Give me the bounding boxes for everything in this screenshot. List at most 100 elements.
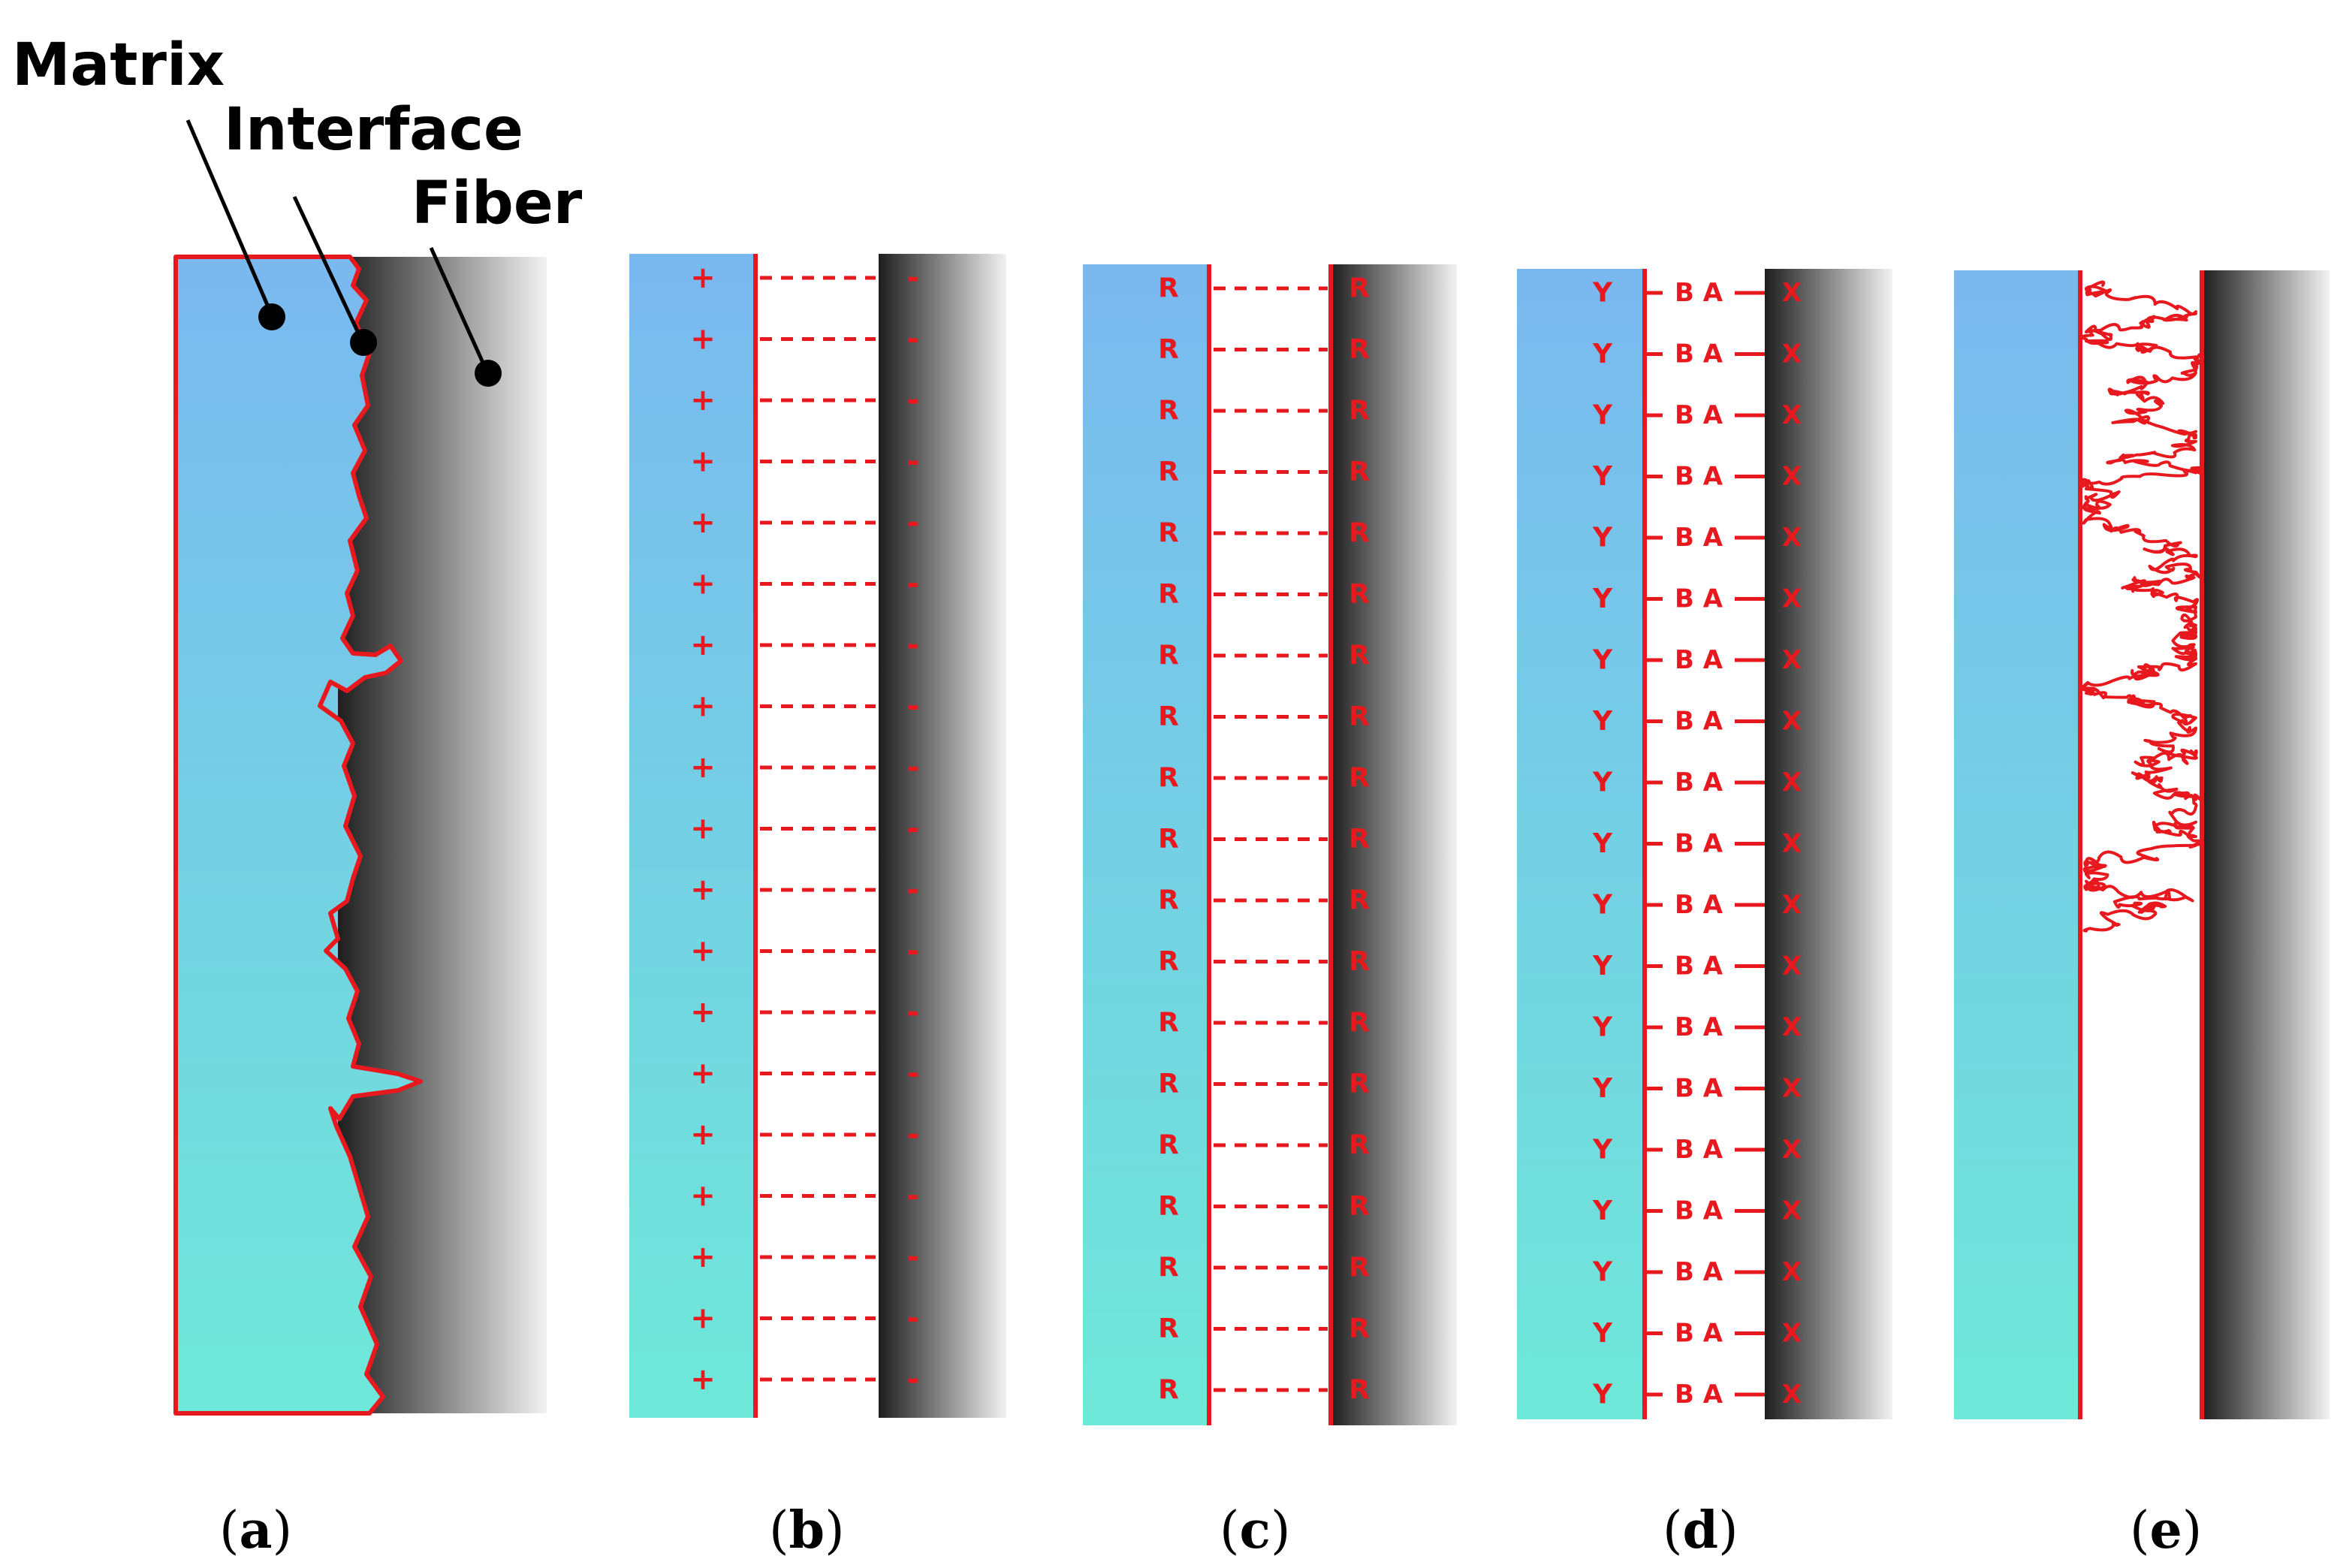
- fiber-reactive-group: R: [1349, 1008, 1370, 1039]
- fiber-reactive-group: R: [1349, 457, 1370, 487]
- negative-charge: -: [907, 261, 920, 295]
- coupling-agent: B A: [1675, 707, 1723, 737]
- matrix-reactive-group: R: [1158, 1313, 1179, 1344]
- matrix-group-y: Y: [1592, 278, 1613, 309]
- coupling-agent: B A: [1675, 1012, 1723, 1042]
- positive-charge: +: [690, 995, 716, 1030]
- matrix-group-y: Y: [1592, 583, 1613, 614]
- coupling-agent: B A: [1675, 1319, 1723, 1349]
- fiber-region: [338, 257, 547, 1413]
- caption-c: (c): [1220, 1500, 1291, 1560]
- positive-charge: +: [690, 628, 716, 662]
- positive-charge: +: [690, 689, 716, 724]
- matrix-group-y: Y: [1592, 706, 1613, 737]
- coupling-agent: B A: [1675, 1257, 1723, 1287]
- matrix-group-y: Y: [1592, 1196, 1613, 1226]
- matrix-group-y: Y: [1592, 1135, 1613, 1165]
- caption-e: (e): [2130, 1500, 2203, 1560]
- coupling-agent: B A: [1675, 1074, 1723, 1104]
- fiber-reactive-group: R: [1349, 579, 1370, 610]
- matrix-group-y: Y: [1592, 645, 1613, 676]
- matrix-group-y: Y: [1592, 951, 1613, 982]
- panel-e: [1954, 270, 2329, 1419]
- matrix-reactive-group: R: [1158, 396, 1179, 427]
- negative-charge: -: [907, 1057, 920, 1091]
- fiber-reactive-group: R: [1349, 946, 1370, 977]
- fiber-pointer-line: [429, 246, 489, 372]
- matrix-reactive-group: R: [1158, 946, 1179, 977]
- fiber-group-x: X: [1782, 400, 1802, 430]
- coupling-agent: B A: [1675, 523, 1723, 553]
- matrix-reactive-group: R: [1158, 1130, 1179, 1161]
- entangled-polymer-chains: [2078, 280, 2204, 933]
- fiber-group-x: X: [1782, 890, 1802, 920]
- matrix-region: [1954, 270, 2080, 1419]
- fiber-group-x: X: [1782, 1319, 1802, 1349]
- fiber-group-x: X: [1782, 523, 1802, 553]
- matrix-region: [1083, 264, 1209, 1425]
- fiber-label: Fiber: [412, 170, 583, 237]
- fiber-group-x: X: [1782, 951, 1802, 982]
- positive-charge: +: [690, 934, 716, 969]
- fiber-reactive-group: R: [1349, 885, 1370, 916]
- matrix-group-y: Y: [1592, 767, 1613, 798]
- matrix-group-y: Y: [1592, 828, 1613, 859]
- coupling-agent: B A: [1675, 278, 1723, 308]
- coupling-agent: B A: [1675, 584, 1723, 614]
- coupling-agent: B A: [1675, 645, 1723, 675]
- fiber-reactive-group: R: [1349, 518, 1370, 549]
- coupling-agent: B A: [1675, 462, 1723, 492]
- fiber-group-x: X: [1782, 1196, 1802, 1226]
- matrix-group-y: Y: [1592, 400, 1613, 431]
- matrix-group-y: Y: [1592, 1012, 1613, 1043]
- fiber-reactive-group: R: [1349, 1253, 1370, 1283]
- matrix-region: [629, 254, 755, 1418]
- fiber-group-x: X: [1782, 767, 1802, 798]
- matrix-reactive-group: R: [1158, 763, 1179, 794]
- negative-charge: -: [907, 1117, 920, 1152]
- fiber-group-x: X: [1782, 584, 1802, 614]
- fiber-group-x: X: [1782, 1380, 1802, 1410]
- negative-charge: -: [907, 934, 920, 969]
- negative-charge: -: [907, 322, 920, 357]
- matrix-reactive-group: R: [1158, 273, 1179, 304]
- coupling-agent: B A: [1675, 890, 1723, 920]
- interface-pointer-dot: [350, 329, 377, 356]
- fiber-reactive-group: R: [1349, 1130, 1370, 1161]
- matrix-reactive-group: R: [1158, 1008, 1179, 1039]
- interface-pointer-line: [292, 195, 364, 342]
- coupling-agent: B A: [1675, 1135, 1723, 1165]
- positive-charge: +: [690, 812, 716, 846]
- matrix-group-y: Y: [1592, 1257, 1613, 1288]
- matrix-group-y: Y: [1592, 1380, 1613, 1410]
- negative-charge: -: [907, 1240, 920, 1274]
- fiber-group-x: X: [1782, 829, 1802, 859]
- positive-charge: +: [690, 750, 716, 785]
- coupling-agent: B A: [1675, 1196, 1723, 1226]
- matrix-group-y: Y: [1592, 523, 1613, 553]
- matrix-reactive-group: R: [1158, 701, 1179, 732]
- fiber-reactive-group: R: [1349, 763, 1370, 794]
- fiber-reactive-group: R: [1349, 273, 1370, 304]
- negative-charge: -: [907, 750, 920, 785]
- positive-charge: +: [690, 383, 716, 418]
- positive-charge: +: [690, 1301, 716, 1336]
- negative-charge: -: [907, 1301, 920, 1336]
- fiber-region: [1765, 269, 1892, 1419]
- negative-charge: -: [907, 812, 920, 846]
- coupling-agent: B A: [1675, 400, 1723, 430]
- positive-charge: +: [690, 1179, 716, 1214]
- matrix-reactive-group: R: [1158, 1069, 1179, 1099]
- fiber-reactive-group: R: [1349, 1191, 1370, 1222]
- fiber-reactive-group: R: [1349, 1375, 1370, 1406]
- matrix-reactive-group: R: [1158, 518, 1179, 549]
- negative-charge: -: [907, 383, 920, 418]
- fiber-group-x: X: [1782, 707, 1802, 737]
- fiber-group-x: X: [1782, 1074, 1802, 1104]
- panel-d: Y B A X Y B A X Y B A X Y B A X Y B A X Y B A X Y B A X Y B A X…: [1517, 269, 1892, 1419]
- fiber-reactive-group: R: [1349, 1313, 1370, 1344]
- matrix-reactive-group: R: [1158, 579, 1179, 610]
- negative-charge: -: [907, 689, 920, 724]
- fiber-reactive-group: R: [1349, 641, 1370, 671]
